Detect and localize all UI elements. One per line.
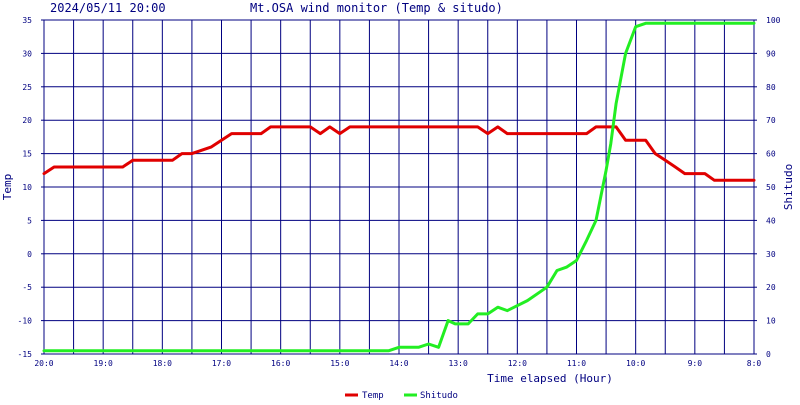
x-tick-label: 17:0 xyxy=(212,359,231,368)
chart-title: Mt.OSA wind monitor (Temp & situdo) xyxy=(250,1,503,15)
y-tick-label: -15 xyxy=(18,350,33,359)
y-tick-label: -10 xyxy=(18,317,33,326)
y-tick-label: 15 xyxy=(22,150,32,159)
x-tick-label: 9:0 xyxy=(688,359,703,368)
x-tick-label: 8:0 xyxy=(747,359,762,368)
timestamp: 2024/05/11 20:00 xyxy=(50,1,166,15)
legend: Temp Shitudo xyxy=(345,391,458,401)
x-tick-label: 15:0 xyxy=(330,359,349,368)
y-tick-label: 35 xyxy=(22,16,32,25)
axis-layer: 35302520151050-5-10-15100908070605040302… xyxy=(18,16,781,368)
y-tick-label: 0 xyxy=(27,250,32,259)
y2-axis-label: Shitudo xyxy=(782,164,795,210)
grid-layer xyxy=(43,19,755,355)
series-line-shitudo xyxy=(42,21,756,353)
series-layer xyxy=(42,21,756,353)
series-line-temp xyxy=(42,125,756,182)
y-tick-label: 25 xyxy=(22,83,32,92)
y2-tick-label: 20 xyxy=(766,283,776,292)
x-tick-label: 16:0 xyxy=(271,359,290,368)
x-tick-label: 11:0 xyxy=(567,359,586,368)
y2-tick-label: 100 xyxy=(766,16,781,25)
y-tick-label: 10 xyxy=(22,183,32,192)
y2-tick-label: 60 xyxy=(766,150,776,159)
y2-tick-label: 0 xyxy=(766,350,771,359)
y2-tick-label: 80 xyxy=(766,83,776,92)
x-tick-label: 20:0 xyxy=(34,359,53,368)
y-tick-label: -5 xyxy=(22,283,32,292)
y2-tick-label: 90 xyxy=(766,49,776,58)
y-axis-label: Temp xyxy=(1,174,14,201)
x-tick-label: 12:0 xyxy=(508,359,527,368)
y2-tick-label: 30 xyxy=(766,250,776,259)
x-tick-label: 14:0 xyxy=(389,359,408,368)
y-tick-label: 20 xyxy=(22,116,32,125)
x-tick-label: 10:0 xyxy=(626,359,645,368)
x-axis-label: Time elapsed (Hour) xyxy=(487,372,613,385)
x-tick-label: 13:0 xyxy=(449,359,468,368)
y2-tick-label: 50 xyxy=(766,183,776,192)
x-tick-label: 19:0 xyxy=(94,359,113,368)
y2-tick-label: 40 xyxy=(766,216,776,225)
y2-tick-label: 10 xyxy=(766,317,776,326)
legend-temp-label: Temp xyxy=(362,391,384,400)
legend-shitudo-label: Shitudo xyxy=(420,391,458,400)
y2-tick-label: 70 xyxy=(766,116,776,125)
y-tick-label: 30 xyxy=(22,49,32,58)
x-tick-label: 18:0 xyxy=(153,359,172,368)
y-tick-label: 5 xyxy=(27,216,32,225)
